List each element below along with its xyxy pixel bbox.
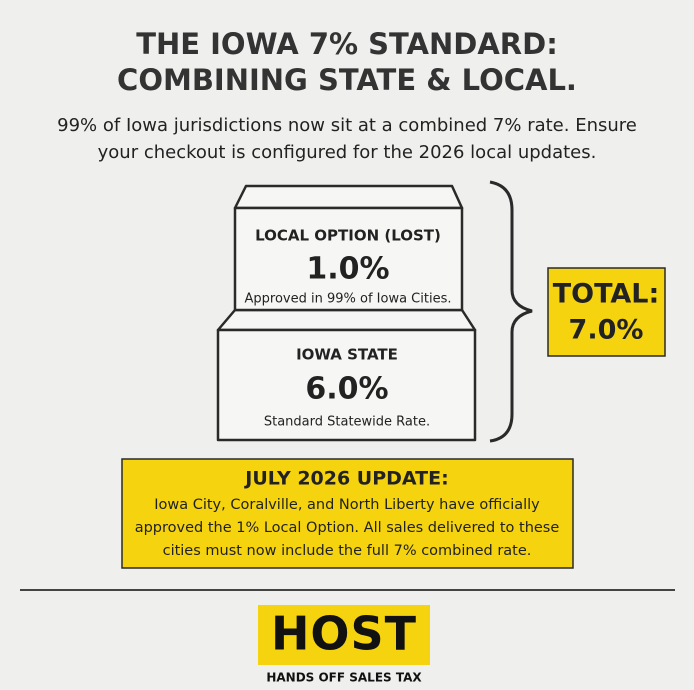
subtitle-line: 99% of Iowa jurisdictions now sit at a c… (57, 115, 637, 136)
bracket (489, 180, 533, 443)
state-box-top (216, 308, 477, 332)
state-box (216, 328, 477, 442)
state-label: IOWA STATE (296, 346, 398, 364)
total-box (547, 267, 666, 357)
local-note: Approved in 99% of Iowa Cities. (245, 292, 452, 307)
local-box-top (233, 184, 464, 210)
subtitle-line: your checkout is configured for the 2026… (98, 142, 597, 163)
update-title: JULY 2026 UPDATE: (243, 468, 448, 490)
total-rate: 7.0% (569, 315, 644, 346)
update-line: cities must now include the full 7% comb… (163, 543, 532, 559)
local-label: LOCAL OPTION (LOST) (255, 227, 441, 245)
logo-name: HOST (271, 607, 417, 661)
title-line: THE IOWA 7% STANDARD: (136, 27, 558, 61)
local-rate: 1.0% (306, 252, 389, 287)
logo-badge (258, 605, 430, 665)
title-line: COMBINING STATE & LOCAL. (117, 63, 577, 97)
update-line: Iowa City, Coralville, and North Liberty… (154, 497, 540, 513)
state-note: Standard Statewide Rate. (264, 415, 430, 430)
total-label: TOTAL: (553, 279, 660, 310)
update-box (121, 458, 574, 569)
state-rate: 6.0% (305, 372, 388, 407)
logo-tagline: HANDS OFF SALES TAX (266, 671, 422, 685)
local-box (233, 206, 464, 312)
update-line: approved the 1% Local Option. All sales … (135, 520, 560, 536)
